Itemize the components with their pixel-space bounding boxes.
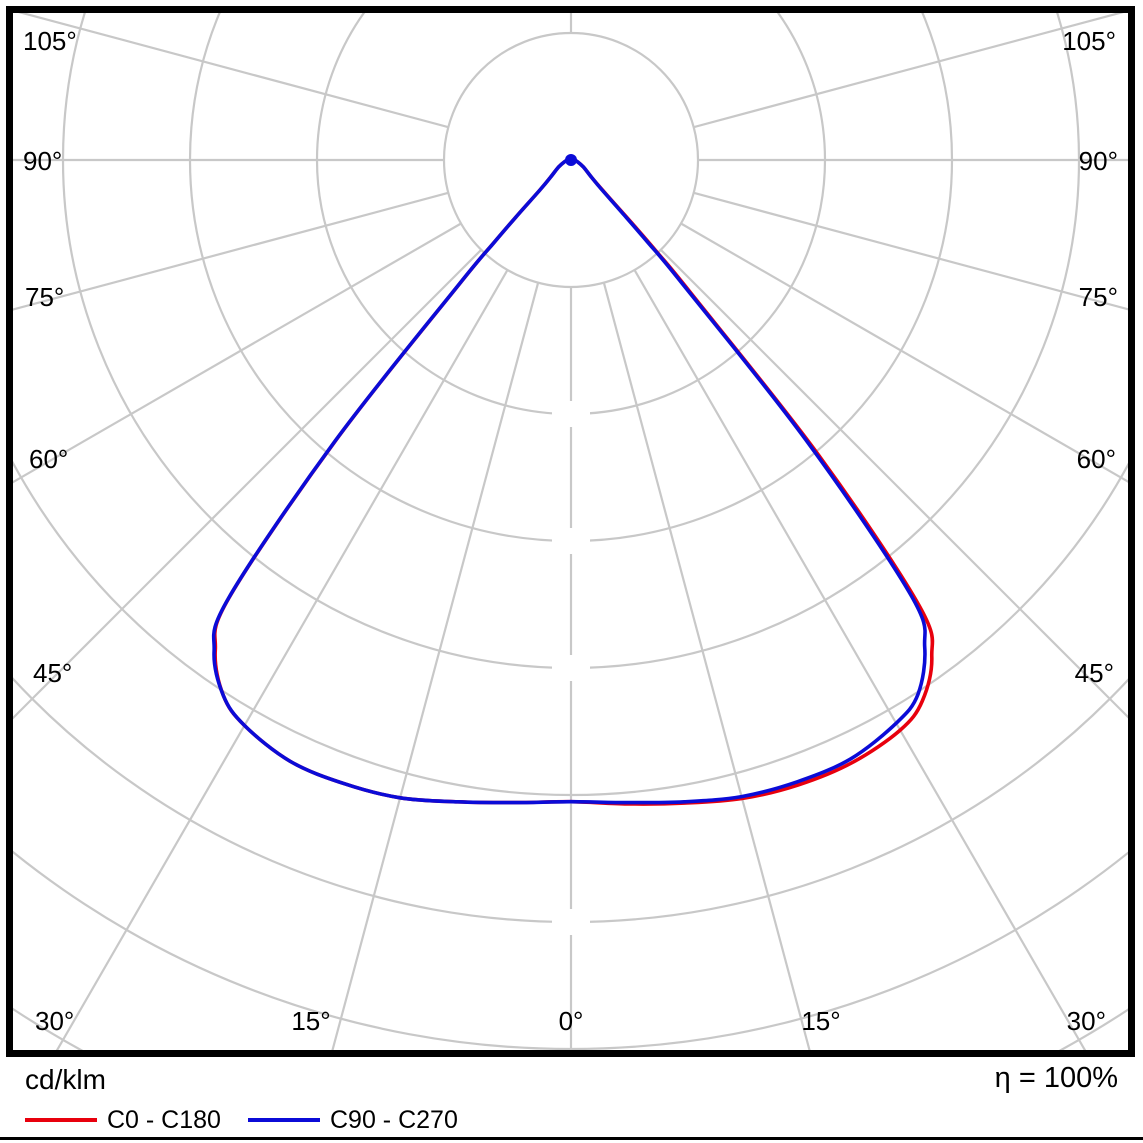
polar-chart: 105° 90° 75° 60° 45° 30° 15° 0° 15° 30° 45° 60° 75° 9… <box>13 13 1128 1050</box>
legend-label-c0-c180: C0 - C180 <box>107 1105 221 1134</box>
polar-grid-radial-line <box>660 249 1128 719</box>
angle-axis-label: 45° <box>1075 658 1114 688</box>
legend: C0 - C180 C90 - C270 <box>0 1104 1143 1136</box>
angle-axis-label: 75° <box>1079 282 1118 312</box>
polar-grid-radial-line <box>693 13 1124 129</box>
polar-grid-radial-line <box>55 269 509 1050</box>
curve-c0-c180 <box>213 158 935 806</box>
legend-swatch-c90-c270 <box>248 1118 320 1122</box>
polar-grid-radial-line <box>18 13 449 129</box>
radial-tick-label-box <box>552 401 590 427</box>
angle-axis-label: 90° <box>1079 146 1118 176</box>
angle-axis-label: 15° <box>291 1006 330 1036</box>
origin-marker <box>565 154 577 166</box>
radial-tick-label-box <box>552 528 590 554</box>
legend-label-c90-c270: C90 - C270 <box>330 1105 458 1134</box>
legend-item-c0-c180: C0 - C180 <box>25 1104 221 1136</box>
angle-axis-label: 15° <box>801 1006 840 1036</box>
angle-axis-label: 30° <box>35 1006 74 1036</box>
bottom-divider-line <box>0 1137 1143 1140</box>
angle-axis-label: 60° <box>29 444 68 474</box>
angle-axis-label: 45° <box>33 658 72 688</box>
polar-grid-radial-line <box>13 249 482 720</box>
angle-axis-label: 105° <box>1062 26 1116 56</box>
angle-axis-label: 90° <box>23 146 62 176</box>
polar-grid-radial-line <box>693 191 1128 311</box>
polar-grid-radial-line <box>633 269 1087 1050</box>
polar-grid-radial-line <box>602 282 811 1050</box>
angle-axis-label: 30° <box>1067 1006 1106 1036</box>
angle-axis-label: 60° <box>1077 444 1116 474</box>
legend-swatch-c0-c180 <box>25 1118 97 1122</box>
angle-axis-label: 75° <box>25 282 64 312</box>
angle-axis-label: 105° <box>23 26 77 56</box>
polar-grid-radial-line <box>13 222 462 484</box>
polar-grid-radial-line <box>680 222 1128 483</box>
legend-item-c90-c270: C90 - C270 <box>248 1104 458 1136</box>
curve-c90-c270 <box>211 158 927 805</box>
radial-unit-label: cd/klm <box>25 1064 106 1095</box>
radial-tick-label-box <box>552 655 590 681</box>
polar-grid-radial-line <box>331 282 540 1050</box>
polar-chart-frame: 105° 90° 75° 60° 45° 30° 15° 0° 15° 30° 45° 60° 75° 9… <box>6 6 1135 1057</box>
angle-axis-label: 0° <box>559 1006 584 1036</box>
radial-tick-label-box <box>552 909 590 935</box>
polar-grid-radial-line <box>13 191 449 311</box>
efficiency-value: η = 100% <box>994 1062 1118 1094</box>
